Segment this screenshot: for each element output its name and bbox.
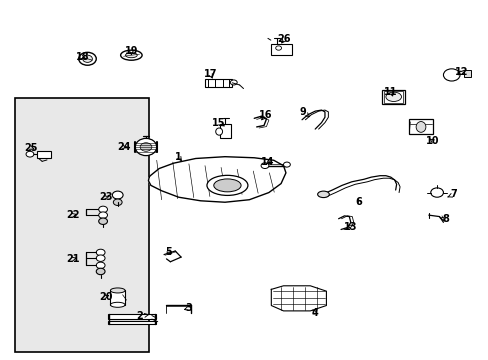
Text: 25: 25 — [24, 143, 38, 153]
Bar — [108, 320, 156, 324]
Bar — [15, 98, 149, 352]
Text: 22: 22 — [66, 210, 80, 220]
Text: 18: 18 — [76, 52, 89, 62]
Circle shape — [99, 212, 107, 219]
Bar — [271, 44, 291, 55]
Bar — [37, 151, 51, 158]
Text: 7: 7 — [447, 189, 457, 199]
Ellipse shape — [121, 50, 142, 60]
Circle shape — [283, 162, 290, 167]
Text: 2: 2 — [136, 311, 148, 321]
Circle shape — [96, 249, 105, 256]
Ellipse shape — [213, 179, 241, 192]
Text: 4: 4 — [311, 308, 318, 318]
Circle shape — [443, 69, 459, 81]
Text: 8: 8 — [439, 215, 448, 224]
Text: 15: 15 — [212, 118, 225, 128]
Circle shape — [96, 255, 105, 261]
Text: 17: 17 — [203, 69, 217, 79]
Polygon shape — [271, 286, 326, 311]
Circle shape — [82, 55, 92, 62]
Circle shape — [79, 52, 96, 65]
Text: 24: 24 — [117, 142, 131, 152]
Circle shape — [261, 163, 268, 168]
Text: 19: 19 — [124, 46, 138, 56]
Bar — [205, 79, 232, 87]
Circle shape — [113, 199, 122, 206]
Text: 6: 6 — [355, 197, 362, 207]
Ellipse shape — [317, 191, 329, 198]
Bar — [408, 119, 432, 134]
Ellipse shape — [215, 128, 222, 135]
Circle shape — [430, 188, 443, 197]
Ellipse shape — [135, 138, 157, 156]
Text: 16: 16 — [258, 111, 272, 121]
Bar — [381, 90, 405, 104]
Text: 1: 1 — [175, 152, 182, 162]
Bar — [220, 124, 230, 138]
Circle shape — [26, 151, 34, 157]
Text: 12: 12 — [454, 67, 468, 77]
Ellipse shape — [125, 53, 137, 58]
Ellipse shape — [110, 288, 125, 293]
Circle shape — [112, 191, 123, 199]
Text: 3: 3 — [184, 303, 191, 314]
Text: 9: 9 — [299, 107, 309, 117]
Ellipse shape — [110, 302, 125, 307]
Bar — [108, 315, 156, 319]
Text: 10: 10 — [425, 136, 438, 145]
Text: 5: 5 — [165, 247, 172, 257]
Text: 26: 26 — [277, 35, 291, 44]
Circle shape — [96, 268, 105, 275]
Circle shape — [96, 262, 105, 269]
Bar — [383, 91, 403, 103]
Text: 14: 14 — [261, 157, 274, 167]
Text: 11: 11 — [383, 87, 397, 97]
Circle shape — [230, 80, 237, 85]
Circle shape — [275, 46, 281, 50]
Ellipse shape — [206, 175, 247, 195]
Bar — [110, 291, 125, 305]
Ellipse shape — [415, 122, 425, 132]
Bar — [463, 69, 470, 77]
Text: 21: 21 — [66, 254, 80, 264]
Ellipse shape — [385, 92, 401, 102]
Circle shape — [99, 206, 107, 213]
Ellipse shape — [140, 143, 152, 151]
Polygon shape — [148, 157, 285, 202]
Text: 23: 23 — [99, 192, 112, 202]
Circle shape — [99, 218, 107, 225]
Text: 20: 20 — [99, 292, 112, 302]
Text: 13: 13 — [344, 222, 357, 231]
